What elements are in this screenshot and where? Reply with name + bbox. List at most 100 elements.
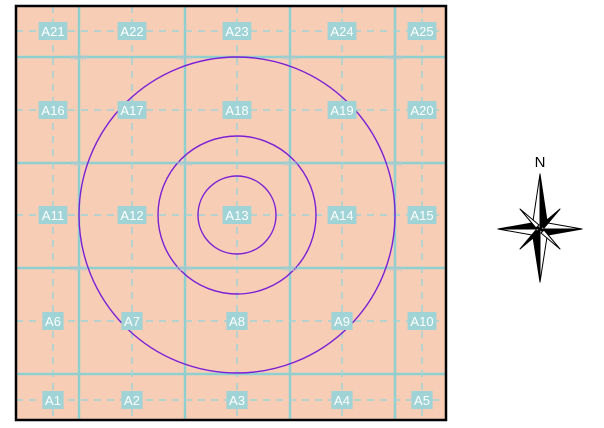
- grid-cell-a9: A9: [331, 312, 353, 330]
- cell-label-background: [407, 312, 437, 330]
- cell-label: A11: [42, 208, 64, 223]
- grid-cell-a10: A10: [407, 312, 437, 330]
- cell-label-background: [42, 391, 64, 409]
- cell-label: A5: [414, 393, 430, 408]
- small-mark: NEW: [71, 266, 88, 273]
- grid-cell-a22: A22: [117, 22, 147, 40]
- cell-label: A14: [330, 208, 353, 223]
- small-mark: NEW: [177, 266, 194, 273]
- small-mark: NEW: [282, 161, 299, 168]
- cell-label: A24: [330, 24, 353, 39]
- cell-label-background: [226, 312, 248, 330]
- cell-label: A25: [410, 24, 433, 39]
- small-marks: NEW NEW NEW NEW NEW NEW NEW NEW NEW NEW NEW NEW: [71, 55, 404, 273]
- cell-label: A18: [225, 103, 248, 118]
- cell-label: A1: [45, 393, 61, 408]
- grid-cell-a15: A15: [407, 206, 437, 224]
- small-mark: NEW: [387, 266, 404, 273]
- small-mark: NEW: [387, 161, 404, 168]
- small-mark: NEW: [387, 55, 404, 62]
- small-mark: NEW: [71, 161, 88, 168]
- cell-label-background: [407, 206, 437, 224]
- cell-label: A16: [41, 103, 64, 118]
- cell-label: A13: [225, 208, 248, 223]
- grid-cell-a8: A8: [226, 312, 248, 330]
- grid-cell-a19: A19: [327, 101, 357, 119]
- cell-label: A20: [410, 103, 433, 118]
- cell-label: A19: [330, 103, 353, 118]
- cell-label: A4: [334, 393, 350, 408]
- grid-cell-a7: A7: [121, 312, 143, 330]
- cell-label-background: [117, 101, 147, 119]
- map-border: [14, 4, 448, 422]
- grid-cell-a20: A20: [407, 101, 437, 119]
- cell-label: A22: [120, 24, 143, 39]
- cell-label-background: [331, 391, 353, 409]
- small-mark: NEW: [71, 55, 88, 62]
- grid-cell-a3: A3: [226, 391, 248, 409]
- grid-cell-a6: A6: [42, 312, 64, 330]
- cell-label-background: [222, 206, 252, 224]
- cell-label-background: [117, 206, 147, 224]
- cell-label-background: [42, 312, 64, 330]
- grid-cell-a18: A18: [222, 101, 252, 119]
- compass-rose-icon: [497, 173, 583, 283]
- grid-cell-a1: A1: [42, 391, 64, 409]
- cell-label-background: [222, 22, 252, 40]
- cell-label-background: [411, 391, 433, 409]
- grid-cell-a16: A16: [38, 101, 68, 119]
- distance-rings: [78, 56, 396, 374]
- cell-label: A3: [229, 393, 245, 408]
- grid-cell-a23: A23: [222, 22, 252, 40]
- cell-label: A23: [225, 24, 248, 39]
- small-mark: NEW: [282, 55, 299, 62]
- small-mark: NEW: [177, 55, 194, 62]
- cell-label-background: [38, 206, 68, 224]
- grid-cells: A21 A22 A23 A24 A25 A16 A17 A18 A19 A20 A11 A12 A13 A…: [38, 22, 437, 409]
- grid-cell-a5: A5: [411, 391, 433, 409]
- grid-cell-a24: A24: [327, 22, 357, 40]
- cell-label: A9: [334, 314, 350, 329]
- distance-ring: [197, 175, 277, 255]
- cell-label-background: [38, 22, 68, 40]
- grid-cell-a12: A12: [117, 206, 147, 224]
- north-label: N: [535, 154, 546, 171]
- cell-label: A21: [41, 24, 64, 39]
- cell-label: A7: [124, 314, 140, 329]
- distance-ring: [78, 56, 396, 374]
- cell-label-background: [327, 101, 357, 119]
- cell-label-background: [407, 101, 437, 119]
- compass-rose: N: [497, 154, 583, 283]
- compass-ne: [540, 208, 561, 229]
- grid-cell-a17: A17: [117, 101, 147, 119]
- cell-label-background: [327, 22, 357, 40]
- grid-cell-a13: A13: [222, 206, 252, 224]
- distance-ring: [157, 135, 317, 295]
- cell-label: A12: [120, 208, 143, 223]
- cell-label-background: [327, 206, 357, 224]
- cell-label: A15: [410, 208, 433, 223]
- cell-label-background: [121, 391, 143, 409]
- map-area: NEW NEW NEW NEW NEW NEW NEW NEW NEW NEW NEW NEW A21…: [14, 4, 448, 422]
- cell-label-background: [121, 312, 143, 330]
- cell-label-background: [226, 391, 248, 409]
- cell-label-background: [38, 101, 68, 119]
- small-mark: NEW: [282, 266, 299, 273]
- cell-label: A10: [410, 314, 433, 329]
- cell-label-background: [117, 22, 147, 40]
- grid-cell-a25: A25: [407, 22, 437, 40]
- grid-cell-a14: A14: [327, 206, 357, 224]
- grid-cell-a2: A2: [121, 391, 143, 409]
- grid-cell-a4: A4: [331, 391, 353, 409]
- cell-label: A2: [124, 393, 140, 408]
- grid-cell-a21: A21: [38, 22, 68, 40]
- grid-cell-a11: A11: [38, 206, 68, 224]
- small-mark: NEW: [177, 161, 194, 168]
- cell-label-background: [331, 312, 353, 330]
- compass-sw: [519, 229, 540, 250]
- cell-label-background: [407, 22, 437, 40]
- cell-label: A6: [45, 314, 61, 329]
- cell-label: A17: [120, 103, 143, 118]
- compass-nw: [519, 208, 540, 229]
